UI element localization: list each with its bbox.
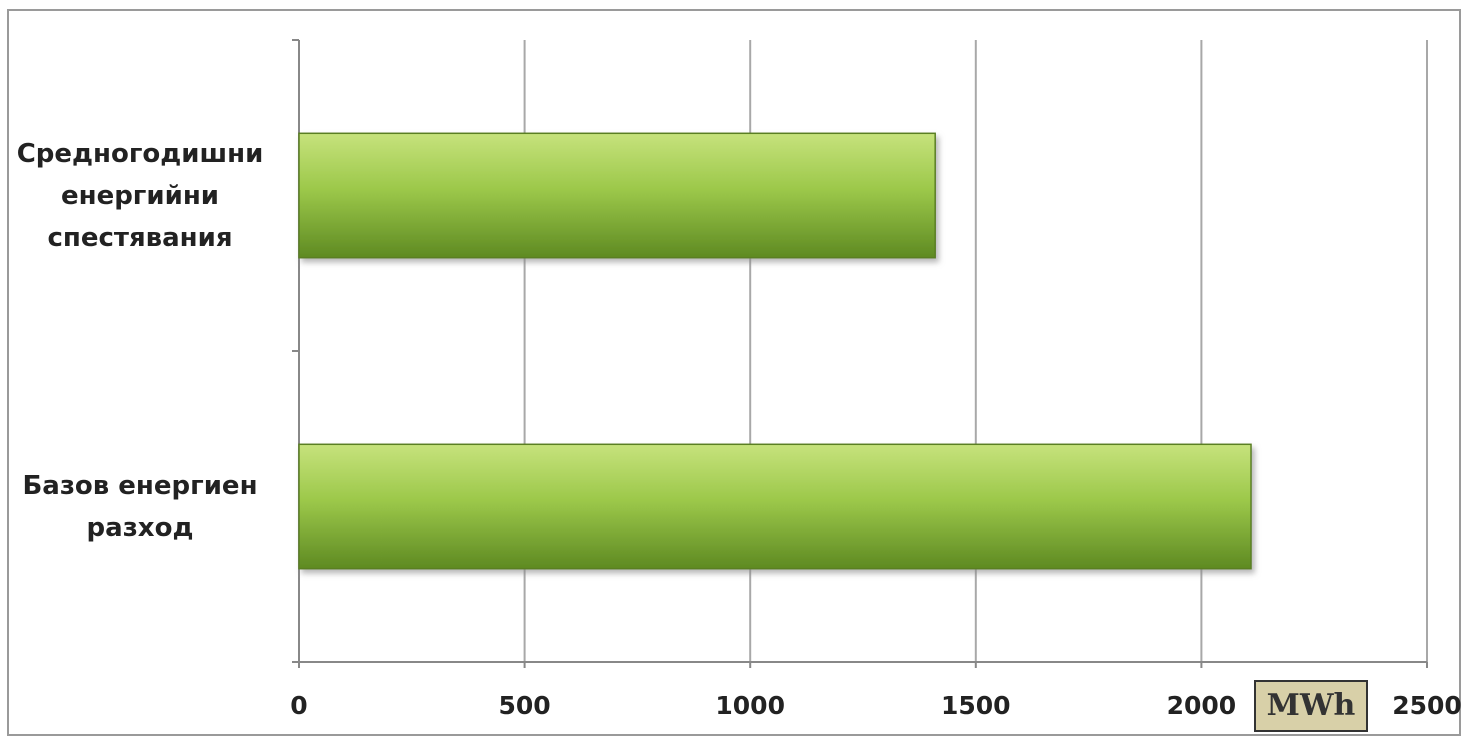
x-tick-label: 2500 [1392, 691, 1462, 720]
x-tick-label: 2000 [1167, 691, 1237, 720]
unit-label: MWh [1254, 680, 1368, 732]
category-label: Базов енергиен разход [5, 465, 275, 549]
category-label-line: разход [86, 512, 194, 543]
chart-border [7, 9, 1461, 736]
bar [298, 443, 1252, 570]
category-label-line: Средногодишни [16, 138, 264, 169]
category-label: Средногодишни енергийни спестявания [5, 133, 275, 259]
category-label-line: енергийни [60, 180, 220, 211]
category-label-line: Базов енергиен [22, 470, 258, 501]
x-tick-label: 500 [499, 691, 551, 720]
bar [298, 132, 936, 259]
x-tick-label: 0 [290, 691, 307, 720]
x-tick-label: 1500 [941, 691, 1011, 720]
x-tick-label: 1000 [715, 691, 785, 720]
category-label-line: спестявания [47, 222, 233, 253]
